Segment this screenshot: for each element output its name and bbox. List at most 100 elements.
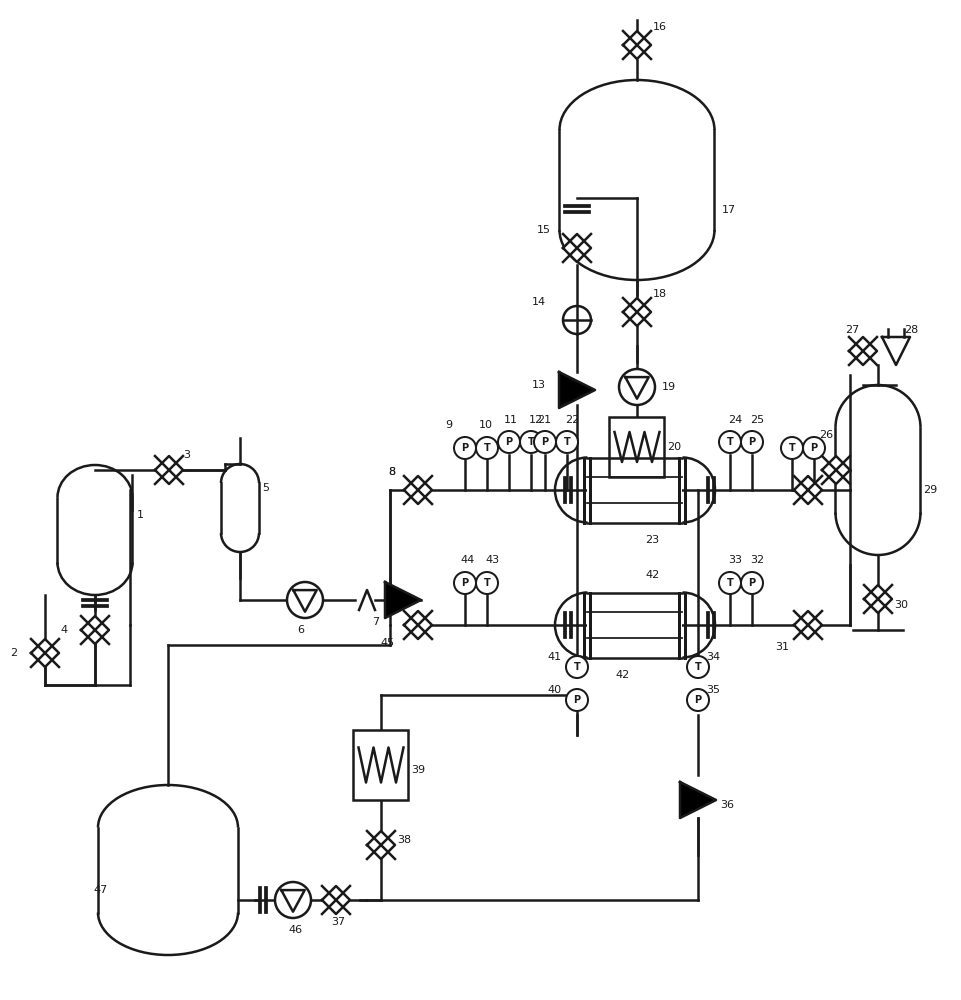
Polygon shape (821, 456, 850, 484)
Text: 4: 4 (60, 625, 67, 635)
Text: 13: 13 (531, 380, 546, 390)
Text: 6: 6 (297, 625, 304, 635)
Text: 12: 12 (529, 415, 543, 425)
Circle shape (476, 572, 498, 594)
Text: P: P (461, 578, 468, 588)
Circle shape (686, 689, 708, 711)
Text: 9: 9 (445, 420, 452, 430)
Polygon shape (562, 234, 590, 262)
Bar (587, 592, 681, 658)
Circle shape (454, 437, 476, 459)
Text: T: T (573, 662, 579, 672)
Polygon shape (679, 782, 715, 818)
Polygon shape (404, 611, 431, 639)
Text: 41: 41 (547, 652, 560, 662)
Text: P: P (505, 437, 512, 447)
Text: 30: 30 (893, 600, 907, 610)
Text: 14: 14 (531, 297, 546, 307)
Circle shape (780, 437, 802, 459)
Text: 31: 31 (775, 642, 788, 652)
Polygon shape (558, 372, 595, 408)
Text: T: T (788, 443, 795, 453)
Text: 3: 3 (183, 450, 190, 460)
Circle shape (520, 431, 541, 453)
Text: P: P (748, 578, 754, 588)
Polygon shape (793, 476, 821, 504)
Text: 7: 7 (372, 617, 379, 627)
Text: 38: 38 (397, 835, 410, 845)
Text: 16: 16 (653, 22, 666, 32)
Text: T: T (483, 443, 490, 453)
Polygon shape (835, 385, 920, 428)
Polygon shape (293, 590, 316, 612)
Text: 39: 39 (410, 765, 425, 775)
Text: 25: 25 (750, 415, 763, 425)
Text: 42: 42 (644, 570, 658, 580)
Polygon shape (366, 831, 395, 859)
Text: P: P (573, 695, 579, 705)
Polygon shape (98, 785, 237, 828)
Bar (58, 497, 133, 562)
Bar (221, 483, 259, 533)
Polygon shape (98, 912, 237, 955)
Polygon shape (31, 639, 59, 667)
Circle shape (740, 572, 762, 594)
Text: 17: 17 (722, 205, 735, 215)
Text: P: P (748, 437, 754, 447)
Circle shape (802, 437, 825, 459)
Polygon shape (793, 611, 821, 639)
Polygon shape (58, 562, 133, 595)
Text: 32: 32 (750, 555, 763, 565)
Circle shape (476, 437, 498, 459)
Text: 27: 27 (844, 325, 858, 335)
Text: 46: 46 (287, 925, 302, 935)
Circle shape (275, 882, 310, 918)
Text: P: P (809, 443, 817, 453)
Text: 33: 33 (727, 555, 741, 565)
Bar (609, 417, 664, 477)
Circle shape (562, 306, 590, 334)
Circle shape (565, 656, 587, 678)
Polygon shape (849, 337, 876, 365)
Text: 37: 37 (331, 917, 345, 927)
Text: 36: 36 (719, 800, 733, 810)
Text: P: P (541, 437, 548, 447)
Circle shape (618, 369, 654, 405)
Text: 23: 23 (644, 535, 658, 545)
Polygon shape (58, 465, 133, 497)
Text: 5: 5 (261, 483, 269, 493)
Polygon shape (835, 512, 920, 555)
Text: 15: 15 (536, 225, 551, 235)
Text: 45: 45 (380, 638, 394, 648)
Text: 34: 34 (705, 652, 720, 662)
Circle shape (686, 656, 708, 678)
Text: 8: 8 (387, 467, 395, 477)
Polygon shape (221, 533, 259, 552)
Text: T: T (694, 662, 701, 672)
Text: 2: 2 (10, 648, 17, 658)
Circle shape (533, 431, 555, 453)
Text: 1: 1 (136, 510, 144, 520)
Polygon shape (559, 230, 714, 280)
Polygon shape (322, 886, 350, 914)
Text: 47: 47 (93, 885, 107, 895)
Polygon shape (155, 456, 183, 484)
Text: 18: 18 (653, 289, 666, 299)
Text: 10: 10 (479, 420, 492, 430)
Circle shape (718, 431, 740, 453)
Polygon shape (81, 616, 109, 644)
Bar (559, 130, 714, 230)
Bar (98, 828, 237, 912)
Text: 29: 29 (922, 485, 936, 495)
Polygon shape (281, 890, 305, 912)
Text: 19: 19 (661, 382, 676, 392)
Text: 40: 40 (547, 685, 560, 695)
Text: 21: 21 (536, 415, 551, 425)
Text: T: T (726, 437, 732, 447)
Bar (353, 730, 408, 800)
Bar (835, 428, 920, 512)
Polygon shape (625, 377, 648, 399)
Text: 42: 42 (614, 670, 628, 680)
Circle shape (718, 572, 740, 594)
Polygon shape (384, 582, 421, 618)
